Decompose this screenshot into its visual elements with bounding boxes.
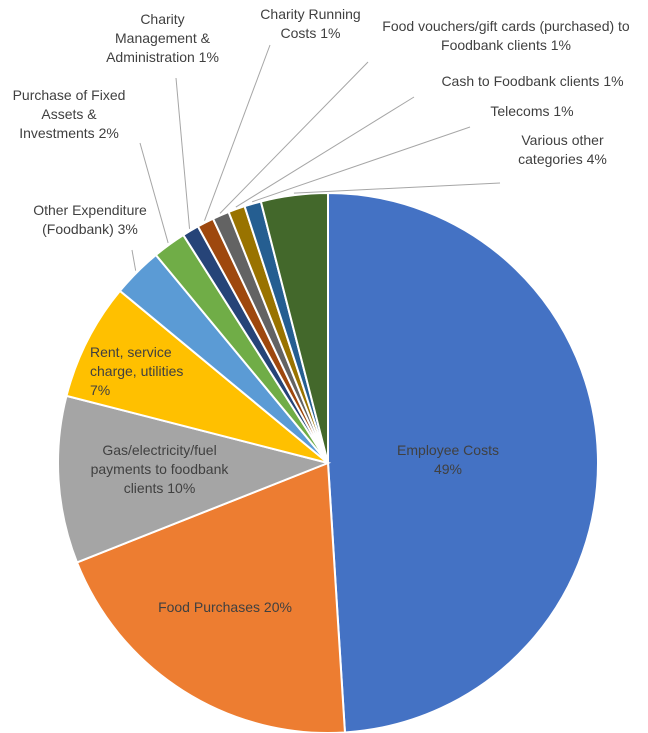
value-label: 1% [550, 37, 571, 53]
leader-line [219, 61, 369, 214]
data-label: Various other categories 4% [510, 131, 615, 169]
value-label: 1% [320, 25, 341, 41]
leader-line [293, 182, 501, 194]
category-label: Telecoms [490, 103, 550, 119]
leader-line [131, 249, 137, 271]
value-label: 1% [198, 49, 219, 65]
value-label: 10% [167, 480, 196, 496]
category-label: Charity Running Costs [260, 6, 361, 41]
leader-line [235, 96, 415, 208]
value-label: 2% [98, 125, 119, 141]
value-label: 20% [263, 599, 292, 615]
category-label: Employee Costs [397, 442, 499, 458]
data-label: Other Expenditure (Foodbank) 3% [20, 201, 160, 239]
leader-line [139, 142, 169, 244]
category-label: Various other categories [518, 132, 604, 167]
value-label: 4% [586, 151, 607, 167]
pie-slice [259, 191, 329, 464]
data-label: Charity Running Costs 1% [248, 5, 373, 43]
data-label: Food Purchases 20% [140, 598, 310, 617]
value-label: 1% [603, 73, 624, 89]
category-label: Food Purchases [158, 599, 261, 615]
data-label: Employee Costs 49% [393, 441, 503, 479]
category-label: Cash to Foodbank clients [441, 73, 600, 89]
leader-line [251, 126, 471, 203]
category-label: Gas/electricity/fuel payments to foodban… [90, 442, 229, 496]
leader-line [175, 77, 191, 229]
pie-slice [327, 191, 599, 733]
category-label: Charity Management & Administration [106, 11, 210, 65]
data-label: Charity Management & Administration 1% [100, 10, 225, 67]
value-label: 49% [433, 461, 463, 477]
data-label: Cash to Foodbank clients 1% [430, 72, 635, 91]
category-label: Food vouchers/gift cards (purchased) to … [382, 18, 630, 53]
value-label: 3% [117, 221, 138, 237]
data-label: Gas/electricity/fuel payments to foodban… [72, 441, 247, 498]
data-label: Purchase of Fixed Assets & Investments 2… [8, 86, 130, 143]
leader-line [204, 44, 271, 221]
data-label: Telecoms 1% [482, 102, 582, 121]
pie-slice [57, 394, 332, 564]
data-label: Food vouchers/gift cards (purchased) to … [375, 17, 637, 55]
pie-slice [75, 461, 346, 733]
value-label: 7% [90, 382, 111, 398]
pie-slice [65, 289, 329, 464]
value-label: 1% [553, 103, 574, 119]
data-label: Rent, service charge, utilities 7% [90, 343, 190, 400]
category-label: Purchase of Fixed Assets & Investments [12, 87, 126, 141]
category-label: Other Expenditure (Foodbank) [33, 202, 147, 237]
category-label: Rent, service charge, utilities [90, 344, 184, 379]
